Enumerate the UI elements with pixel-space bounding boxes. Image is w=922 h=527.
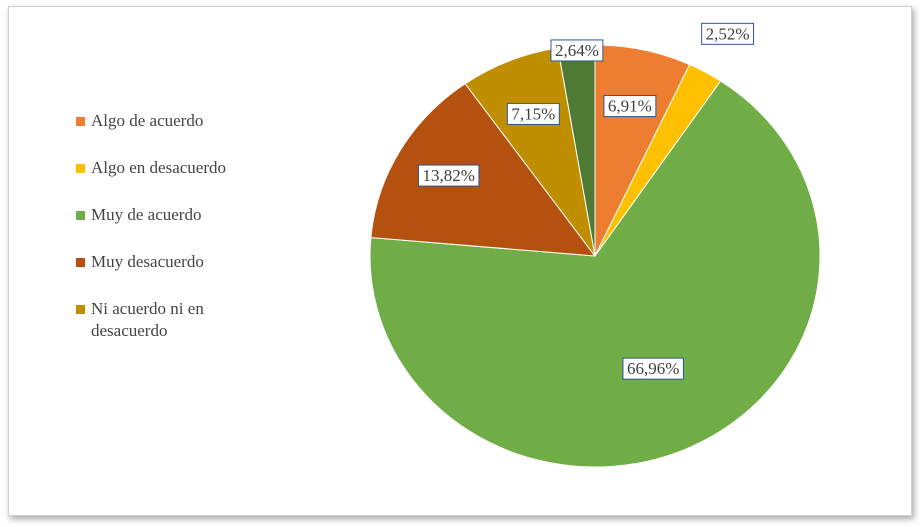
legend-label: Algo en desacuerdo: [91, 158, 227, 177]
legend-item: Algo de acuerdo: [76, 110, 266, 132]
data-label-box: [506, 102, 560, 125]
data-label-text: 13,82%: [422, 166, 474, 185]
data-label: 2,64%: [550, 39, 604, 62]
data-label: 7,15%: [506, 102, 560, 125]
data-label-text: 6,91%: [608, 97, 652, 116]
data-label-box: [550, 39, 604, 62]
data-label-text: 2,52%: [706, 24, 750, 43]
data-label: 66,96%: [622, 357, 684, 380]
data-label-box: [622, 357, 684, 380]
legend-swatch: [76, 258, 85, 267]
data-label: 6,91%: [603, 95, 657, 118]
data-label-text: 2,64%: [555, 41, 599, 60]
legend: Algo de acuerdo Algo en desacuerdo Muy de …: [76, 110, 266, 367]
legend-item: Muy de acuerdo: [76, 204, 266, 226]
legend-swatch: [76, 117, 85, 126]
legend-swatch: [76, 305, 85, 314]
legend-item: Algo en desacuerdo: [76, 157, 266, 179]
data-label-text: 66,96%: [627, 359, 679, 378]
legend-label: Muy de acuerdo: [91, 205, 202, 224]
legend-label: Algo de acuerdo: [91, 111, 204, 130]
data-label-box: [417, 164, 480, 187]
legend-item: Ni acuerdo ni en desacuerdo: [76, 298, 266, 342]
legend-label: Ni acuerdo ni en desacuerdo: [91, 299, 204, 340]
data-label: 2,52%: [701, 22, 755, 45]
legend-swatch: [76, 164, 85, 173]
data-label-box: [603, 95, 657, 118]
data-label: 13,82%: [417, 164, 480, 187]
data-label-text: 7,15%: [511, 104, 555, 123]
legend-swatch: [76, 211, 85, 220]
data-label-box: [701, 22, 755, 45]
legend-label: Muy desacuerdo: [91, 252, 204, 271]
legend-item: Muy desacuerdo: [76, 251, 266, 273]
pie-slice: [369, 80, 821, 468]
pie-slice: [370, 82, 597, 257]
